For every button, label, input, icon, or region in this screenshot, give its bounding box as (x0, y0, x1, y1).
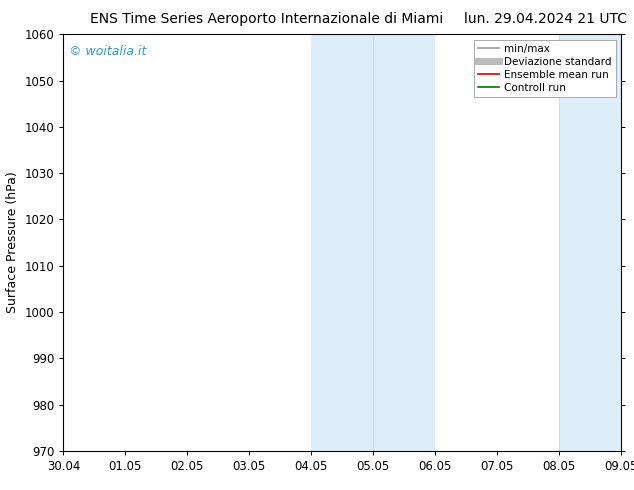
Text: © woitalia.it: © woitalia.it (69, 45, 146, 58)
Bar (559, 34, 621, 451)
Text: lun. 29.04.2024 21 UTC: lun. 29.04.2024 21 UTC (463, 12, 627, 26)
Bar (373, 34, 436, 451)
Y-axis label: Surface Pressure (hPa): Surface Pressure (hPa) (6, 172, 19, 314)
Legend: min/max, Deviazione standard, Ensemble mean run, Controll run: min/max, Deviazione standard, Ensemble m… (474, 40, 616, 97)
Bar (311, 34, 373, 451)
Text: ENS Time Series Aeroporto Internazionale di Miami: ENS Time Series Aeroporto Internazionale… (89, 12, 443, 26)
